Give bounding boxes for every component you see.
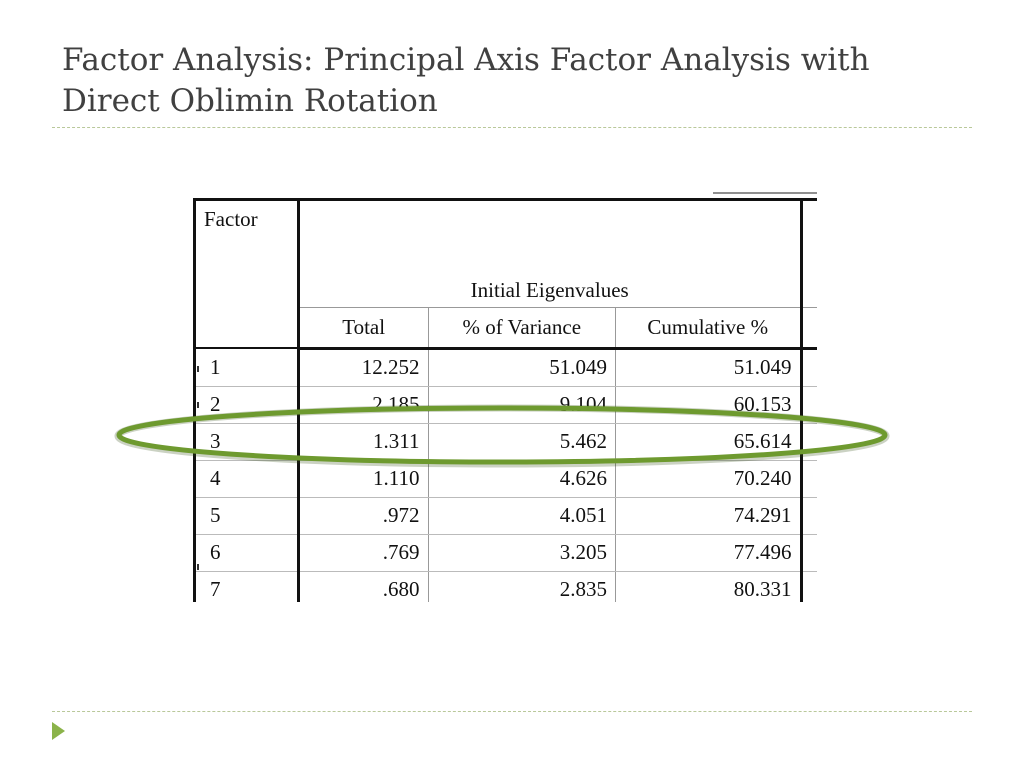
crop-marks (195, 352, 205, 602)
eigenvalue-table-image: Factor Initial Eigenvalues Total % of Va… (193, 186, 817, 602)
cropped-cell (801, 460, 817, 498)
total-value: .972 (298, 497, 429, 535)
column-header-total: Total (298, 307, 429, 350)
variance-value: 4.051 (428, 497, 616, 535)
cropped-cell (801, 348, 817, 387)
variance-value: 3.205 (428, 534, 616, 572)
table-row-highlighted: 3 1.311 5.462 65.614 (193, 423, 817, 461)
factor-number: 3 (193, 423, 300, 461)
cropped-cell (801, 423, 817, 461)
eigenvalue-table: Factor Initial Eigenvalues Total % of Va… (193, 198, 817, 602)
factor-number: 4 (193, 460, 300, 498)
cumulative-value: 51.049 (615, 348, 803, 387)
variance-value: 4.626 (428, 460, 616, 498)
table-row: 7 .680 2.835 80.331 (193, 571, 817, 602)
cumulative-value: 60.153 (615, 386, 803, 424)
table-row: 4 1.110 4.626 70.240 (193, 460, 817, 498)
cropped-cell (801, 571, 817, 602)
cropped-cell (801, 497, 817, 535)
factor-header: Factor (193, 198, 300, 349)
cropped-column (801, 307, 817, 350)
column-header-cumulative: Cumulative % (615, 307, 803, 350)
factor-number: 6 (193, 534, 300, 572)
cumulative-value: 65.614 (615, 423, 803, 461)
cropped-column (799, 198, 817, 308)
initial-eigenvalues-header: Initial Eigenvalues (298, 198, 802, 308)
total-value: .680 (298, 571, 429, 602)
variance-value: 5.462 (428, 423, 616, 461)
bottom-divider (52, 711, 972, 712)
cumulative-value: 77.496 (615, 534, 803, 572)
bullet-arrow-icon (52, 722, 65, 740)
table-row: 6 .769 3.205 77.496 (193, 534, 817, 572)
cropped-cell (801, 386, 817, 424)
cropped-cell (801, 534, 817, 572)
cropped-header-fragment (713, 186, 817, 194)
total-value: 2.185 (298, 386, 429, 424)
factor-number: 2 (193, 386, 300, 424)
factor-number: 5 (193, 497, 300, 535)
variance-value: 51.049 (428, 348, 616, 387)
table-row: 5 .972 4.051 74.291 (193, 497, 817, 535)
table-row: 1 12.252 51.049 51.049 (193, 348, 817, 387)
total-value: .769 (298, 534, 429, 572)
table-row: 2 2.185 9.104 60.153 (193, 386, 817, 424)
factor-number: 7 (193, 571, 300, 602)
factor-number: 1 (193, 348, 300, 387)
slide-title: Factor Analysis: Principal Axis Factor A… (62, 40, 962, 122)
slide-title-line-2: Direct Oblimin Rotation (62, 83, 438, 119)
cumulative-value: 74.291 (615, 497, 803, 535)
variance-value: 9.104 (428, 386, 616, 424)
total-value: 1.311 (298, 423, 429, 461)
variance-value: 2.835 (428, 571, 616, 602)
total-value: 1.110 (298, 460, 429, 498)
top-divider (52, 127, 972, 128)
total-value: 12.252 (298, 348, 429, 387)
cumulative-value: 80.331 (615, 571, 803, 602)
slide-title-line-1: Factor Analysis: Principal Axis Factor A… (62, 42, 870, 78)
cumulative-value: 70.240 (615, 460, 803, 498)
column-header-percent-variance: % of Variance (428, 307, 616, 350)
